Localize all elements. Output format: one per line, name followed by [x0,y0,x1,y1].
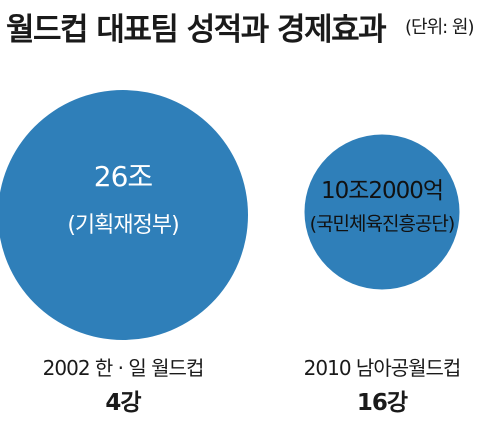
bubble-value-label-2002: 26조 [94,160,153,193]
chart-title: 월드컵 대표팀 성적과 경제효과 [6,12,387,48]
event-label-2010: 2010 남아공월드컵 [303,356,462,380]
caption-2010: 2010 남아공월드컵 16강 [262,352,500,417]
caption-2002: 2002 한 · 일 월드컵 4강 [3,352,243,417]
bubble-source-label-2002: (기획재정부) [67,213,178,238]
bubble-value-label-2010: 10조2000억 [321,178,443,204]
result-label-2002: 4강 [105,390,141,416]
unit-label: (단위: 원) [405,17,475,38]
bubble-2010 [304,134,460,290]
bubble-source-label-2010: (국민체육진흥공단) [310,213,455,235]
event-label-2002: 2002 한 · 일 월드컵 [42,356,205,380]
bubble-2002 [0,90,248,340]
result-label-2010: 16강 [356,390,408,416]
